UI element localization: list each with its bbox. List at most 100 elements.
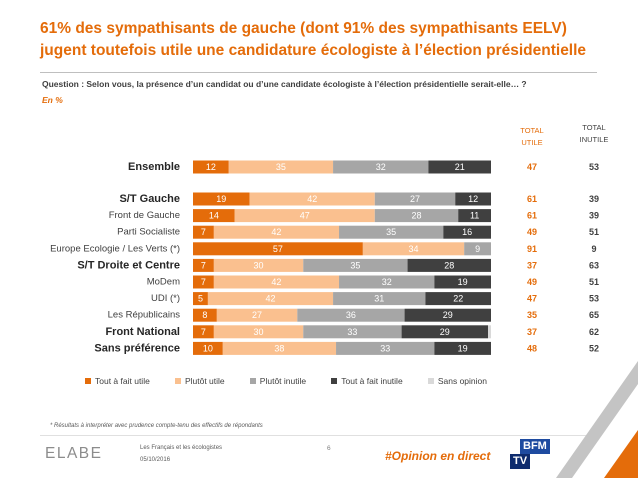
bar-value-label: 38: [274, 343, 284, 353]
legend-item-tout-a-fait-utile: Tout à fait utile: [85, 376, 150, 386]
bar-value-label: 21: [455, 162, 465, 172]
bar-segment-plutot-utile: [213, 258, 304, 272]
bar-row-les-republicains: Les Républicains 8 27 36 29 35 65: [108, 308, 599, 322]
bar-segment-plutot-utile: [207, 292, 334, 306]
bar-segment-tout-a-fait-inutile: [428, 160, 491, 174]
total-inutile-value: 51: [589, 227, 599, 237]
category-label: UDI (*): [151, 293, 180, 304]
bar-value-label: 7: [201, 227, 206, 237]
bar-row-sans-preference: Sans préférence 10 38 33 19 48 52: [94, 341, 599, 355]
bar-segment-tout-a-fait-inutile: [404, 308, 491, 322]
bar-row-ensemble: Ensemble 12 35 32 21 47 53: [128, 160, 599, 174]
bar-segment-plutot-utile: [216, 308, 298, 322]
total-inutile-value: 51: [589, 277, 599, 287]
category-label: S/T Droite et Centre: [77, 259, 180, 271]
bar-segment-plutot-utile: [234, 209, 375, 223]
bar-value-label: 10: [203, 343, 213, 353]
study-date: 05/10/2016: [140, 457, 171, 463]
bar-segment-plutot-inutile: [464, 242, 491, 256]
total-inutile-value: 9: [591, 244, 596, 254]
question-text: Question : Selon vous, la présence d’un …: [42, 79, 527, 89]
total-utile-value: 91: [527, 244, 537, 254]
legend-label: Sans opinion: [437, 375, 487, 386]
bar-value-label: 8: [202, 310, 207, 320]
bar-segment-tout-a-fait-utile: [193, 275, 214, 289]
bar-value-label: 27: [252, 310, 262, 320]
slide-title: 61% des sympathisants de gauche (dont 91…: [40, 18, 586, 62]
unit-note: En %: [42, 95, 63, 105]
total-utile-value: 35: [527, 310, 537, 320]
total-inutile-header: TOTAL INUTILE: [564, 122, 624, 146]
title-divider: [40, 72, 597, 73]
bar-row-front-de-gauche: Front de Gauche 14 47 28 11 61 39: [109, 209, 599, 223]
bar-segment-plutot-utile: [213, 225, 340, 239]
bar-segment-plutot-inutile: [374, 209, 459, 223]
bar-value-label: 14: [209, 211, 219, 221]
bar-value-label: 33: [347, 327, 357, 337]
bar-value-label: 36: [346, 310, 356, 320]
total-inutile-value: 52: [589, 343, 599, 353]
total-utile-value: 37: [527, 327, 537, 337]
total-utile-value: 49: [527, 277, 537, 287]
total-inutile-value: 65: [589, 310, 599, 320]
bar-value-label: 32: [382, 277, 392, 287]
bar-segment-plutot-utile: [213, 325, 304, 339]
decorative-a-shape: [556, 361, 638, 478]
bar-value-label: 12: [468, 194, 478, 204]
legend-swatch: [174, 377, 181, 384]
decorative-orange-triangle: [604, 430, 638, 478]
total-inutile-value: 39: [589, 194, 599, 204]
bar-segment-tout-a-fait-utile: [193, 325, 214, 339]
bar-segment-plutot-inutile: [336, 341, 435, 355]
bar-value-label: 30: [254, 327, 264, 337]
total-inutile-value: 62: [589, 327, 599, 337]
legend-swatch: [249, 377, 256, 384]
bar-segment-sans-opinion: [488, 325, 491, 339]
bar-value-label: 22: [453, 294, 463, 304]
total-utile-value: 47: [527, 162, 537, 172]
bar-value-label: 19: [458, 343, 468, 353]
bar-segment-tout-a-fait-utile: [193, 192, 250, 206]
total-inutile-value: 39: [589, 211, 599, 221]
decorative-gray-stroke: [556, 361, 638, 478]
study-title: Les Français et les écologistes: [140, 445, 223, 451]
bar-segment-tout-a-fait-inutile: [407, 258, 491, 272]
bar-row-udi: UDI (*) 5 42 31 22 47 53: [151, 292, 599, 306]
category-label: Front National: [105, 326, 180, 338]
bar-segment-tout-a-fait-utile: [193, 308, 217, 322]
legend-label: Plutôt inutile: [259, 375, 307, 386]
elabe-logo: ELABE: [45, 445, 103, 462]
bar-value-label: 7: [201, 277, 206, 287]
bar-segment-plutot-utile: [228, 160, 334, 174]
bar-value-label: 33: [380, 343, 390, 353]
bar-value-label: 7: [201, 260, 206, 270]
bar-value-label: 34: [409, 244, 419, 254]
bar-segment-tout-a-fait-inutile: [458, 209, 491, 223]
category-label: Europe Ecologie / Les Verts (*): [50, 243, 180, 254]
bar-value-label: 12: [206, 162, 216, 172]
bar-segment-plutot-utile: [222, 341, 337, 355]
bar-segment-plutot-utile: [249, 192, 375, 206]
bar-row-europe-ecologie-les-verts: Europe Ecologie / Les Verts (*) 57 34 9 91 9: [50, 242, 597, 256]
total-utile-value: 37: [527, 260, 537, 270]
bar-segment-tout-a-fait-inutile: [443, 225, 491, 239]
bar-segment-plutot-utile: [362, 242, 465, 256]
total-inutile-value: 53: [589, 294, 599, 304]
bar-segment-tout-a-fait-inutile: [455, 192, 491, 206]
total-utile-header-line-1: TOTAL: [520, 126, 544, 135]
title-line-1: 61% des sympathisants de gauche (dont 91…: [40, 20, 567, 37]
bar-value-label: 9: [475, 244, 480, 254]
bar-segment-tout-a-fait-inutile: [401, 325, 489, 339]
bar-value-label: 31: [374, 294, 384, 304]
footer-divider: [40, 435, 597, 436]
bar-segment-plutot-inutile: [303, 258, 408, 272]
tv-logo-text: TV: [510, 454, 531, 469]
bar-segment-tout-a-fait-inutile: [425, 292, 491, 306]
legend-label: Tout à fait utile: [95, 375, 150, 386]
bar-value-label: 27: [410, 194, 420, 204]
bar-value-label: 35: [276, 162, 286, 172]
bar-value-label: 19: [458, 277, 468, 287]
category-label: Front de Gauche: [109, 210, 180, 221]
total-inutile-header-line-1: TOTAL: [582, 123, 606, 132]
